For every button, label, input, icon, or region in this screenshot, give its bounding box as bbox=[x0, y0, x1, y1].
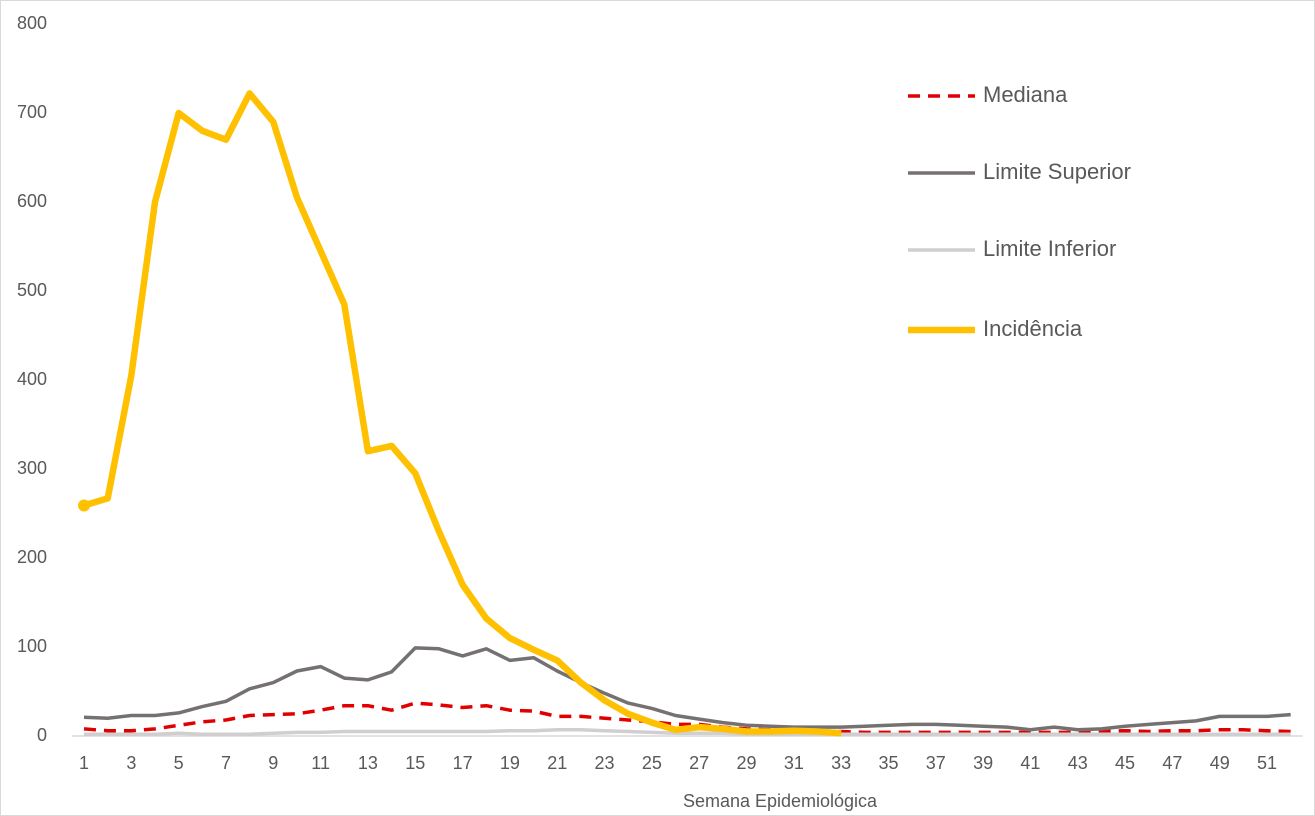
y-tick-label: 700 bbox=[17, 102, 47, 122]
y-tick-label: 800 bbox=[17, 13, 47, 33]
x-tick-label: 39 bbox=[973, 753, 993, 773]
legend-label: Limite Superior bbox=[983, 159, 1131, 184]
x-tick-label: 49 bbox=[1210, 753, 1230, 773]
y-tick-label: 0 bbox=[37, 725, 47, 745]
x-tick-label: 19 bbox=[500, 753, 520, 773]
x-tick-label: 35 bbox=[878, 753, 898, 773]
legend-label: Limite Inferior bbox=[983, 236, 1116, 261]
line-marker bbox=[78, 499, 91, 512]
x-tick-label: 29 bbox=[736, 753, 756, 773]
y-tick-label: 600 bbox=[17, 191, 47, 211]
y-tick-label: 400 bbox=[17, 369, 47, 389]
x-tick-label: 3 bbox=[126, 753, 136, 773]
legend-label: Mediana bbox=[983, 82, 1068, 107]
x-tick-label: 7 bbox=[221, 753, 231, 773]
x-tick-label: 33 bbox=[831, 753, 851, 773]
x-axis-title: Semana Epidemiológica bbox=[683, 791, 878, 811]
series-line bbox=[83, 701, 1291, 735]
y-tick-label: 200 bbox=[17, 547, 47, 567]
x-tick-label: 37 bbox=[926, 753, 946, 773]
legend-label: Incidência bbox=[983, 316, 1083, 341]
x-tick-label: 17 bbox=[453, 753, 473, 773]
x-tick-label: 21 bbox=[547, 753, 567, 773]
x-tick-label: 31 bbox=[784, 753, 804, 773]
x-tick-label: 43 bbox=[1068, 753, 1088, 773]
x-tick-label: 23 bbox=[595, 753, 615, 773]
x-tick-label: 15 bbox=[405, 753, 425, 773]
x-tick-label: 51 bbox=[1257, 753, 1277, 773]
y-tick-label: 500 bbox=[17, 280, 47, 300]
x-tick-label: 45 bbox=[1115, 753, 1135, 773]
x-tick-label: 9 bbox=[268, 753, 278, 773]
series-line bbox=[83, 90, 842, 737]
x-tick-label: 47 bbox=[1162, 753, 1182, 773]
series-line bbox=[84, 728, 1291, 736]
y-tick-label: 100 bbox=[17, 636, 47, 656]
y-tick-label: 300 bbox=[17, 458, 47, 478]
x-tick-label: 5 bbox=[174, 753, 184, 773]
series-line bbox=[83, 646, 1291, 732]
x-tick-label: 11 bbox=[311, 753, 330, 773]
x-tick-label: 13 bbox=[358, 753, 378, 773]
x-tick-label: 41 bbox=[1020, 753, 1040, 773]
x-tick-label: 1 bbox=[79, 753, 89, 773]
x-tick-label: 25 bbox=[642, 753, 662, 773]
x-tick-label: 27 bbox=[689, 753, 709, 773]
